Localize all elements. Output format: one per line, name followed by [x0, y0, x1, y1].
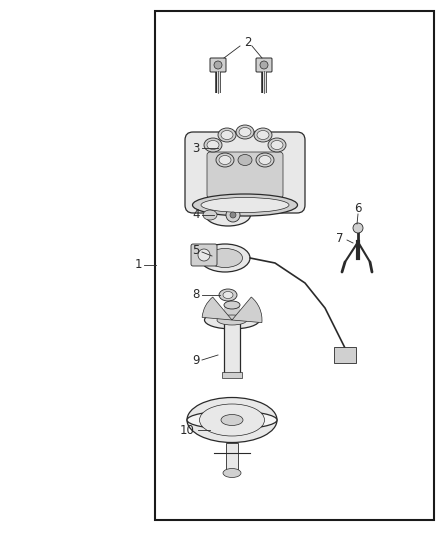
- Ellipse shape: [254, 128, 272, 142]
- Ellipse shape: [217, 315, 247, 325]
- Ellipse shape: [187, 411, 277, 429]
- Text: 6: 6: [354, 201, 362, 214]
- Text: 2: 2: [244, 36, 252, 49]
- Ellipse shape: [218, 128, 236, 142]
- Ellipse shape: [203, 210, 217, 220]
- Ellipse shape: [208, 248, 243, 268]
- Ellipse shape: [239, 127, 251, 136]
- Text: 7: 7: [336, 231, 344, 245]
- FancyBboxPatch shape: [185, 132, 305, 213]
- Circle shape: [353, 223, 363, 233]
- Ellipse shape: [216, 153, 234, 167]
- Text: 3: 3: [192, 141, 200, 155]
- Text: 4: 4: [192, 208, 200, 222]
- Ellipse shape: [205, 204, 251, 226]
- Ellipse shape: [219, 289, 237, 301]
- FancyBboxPatch shape: [207, 152, 283, 198]
- Bar: [155, 11, 434, 520]
- Bar: [222, 372, 242, 378]
- Bar: [224, 305, 240, 315]
- Ellipse shape: [219, 156, 231, 165]
- Text: 9: 9: [192, 353, 200, 367]
- Circle shape: [230, 212, 236, 218]
- FancyBboxPatch shape: [256, 58, 272, 72]
- Ellipse shape: [224, 301, 240, 309]
- Ellipse shape: [187, 398, 277, 442]
- Circle shape: [198, 249, 210, 261]
- Wedge shape: [202, 297, 232, 320]
- Ellipse shape: [201, 198, 289, 213]
- Text: 8: 8: [192, 288, 200, 302]
- Ellipse shape: [271, 141, 283, 149]
- Ellipse shape: [257, 131, 269, 140]
- Text: 1: 1: [134, 259, 142, 271]
- Bar: [226, 443, 238, 471]
- Ellipse shape: [221, 131, 233, 140]
- Ellipse shape: [205, 311, 259, 329]
- Circle shape: [226, 208, 240, 222]
- Ellipse shape: [236, 125, 254, 139]
- Ellipse shape: [223, 292, 233, 298]
- Ellipse shape: [204, 138, 222, 152]
- Ellipse shape: [256, 153, 274, 167]
- Ellipse shape: [200, 244, 250, 272]
- Ellipse shape: [238, 155, 252, 166]
- Ellipse shape: [223, 469, 241, 478]
- Ellipse shape: [259, 156, 271, 165]
- Wedge shape: [232, 297, 262, 322]
- Ellipse shape: [221, 415, 243, 425]
- Ellipse shape: [199, 404, 265, 436]
- Text: 10: 10: [180, 424, 194, 437]
- Ellipse shape: [192, 194, 297, 216]
- FancyBboxPatch shape: [210, 58, 226, 72]
- FancyBboxPatch shape: [334, 347, 356, 363]
- Circle shape: [260, 61, 268, 69]
- Ellipse shape: [207, 141, 219, 149]
- FancyBboxPatch shape: [191, 244, 217, 266]
- Ellipse shape: [268, 138, 286, 152]
- Bar: [224, 320, 240, 375]
- Circle shape: [214, 61, 222, 69]
- Text: 5: 5: [192, 244, 200, 256]
